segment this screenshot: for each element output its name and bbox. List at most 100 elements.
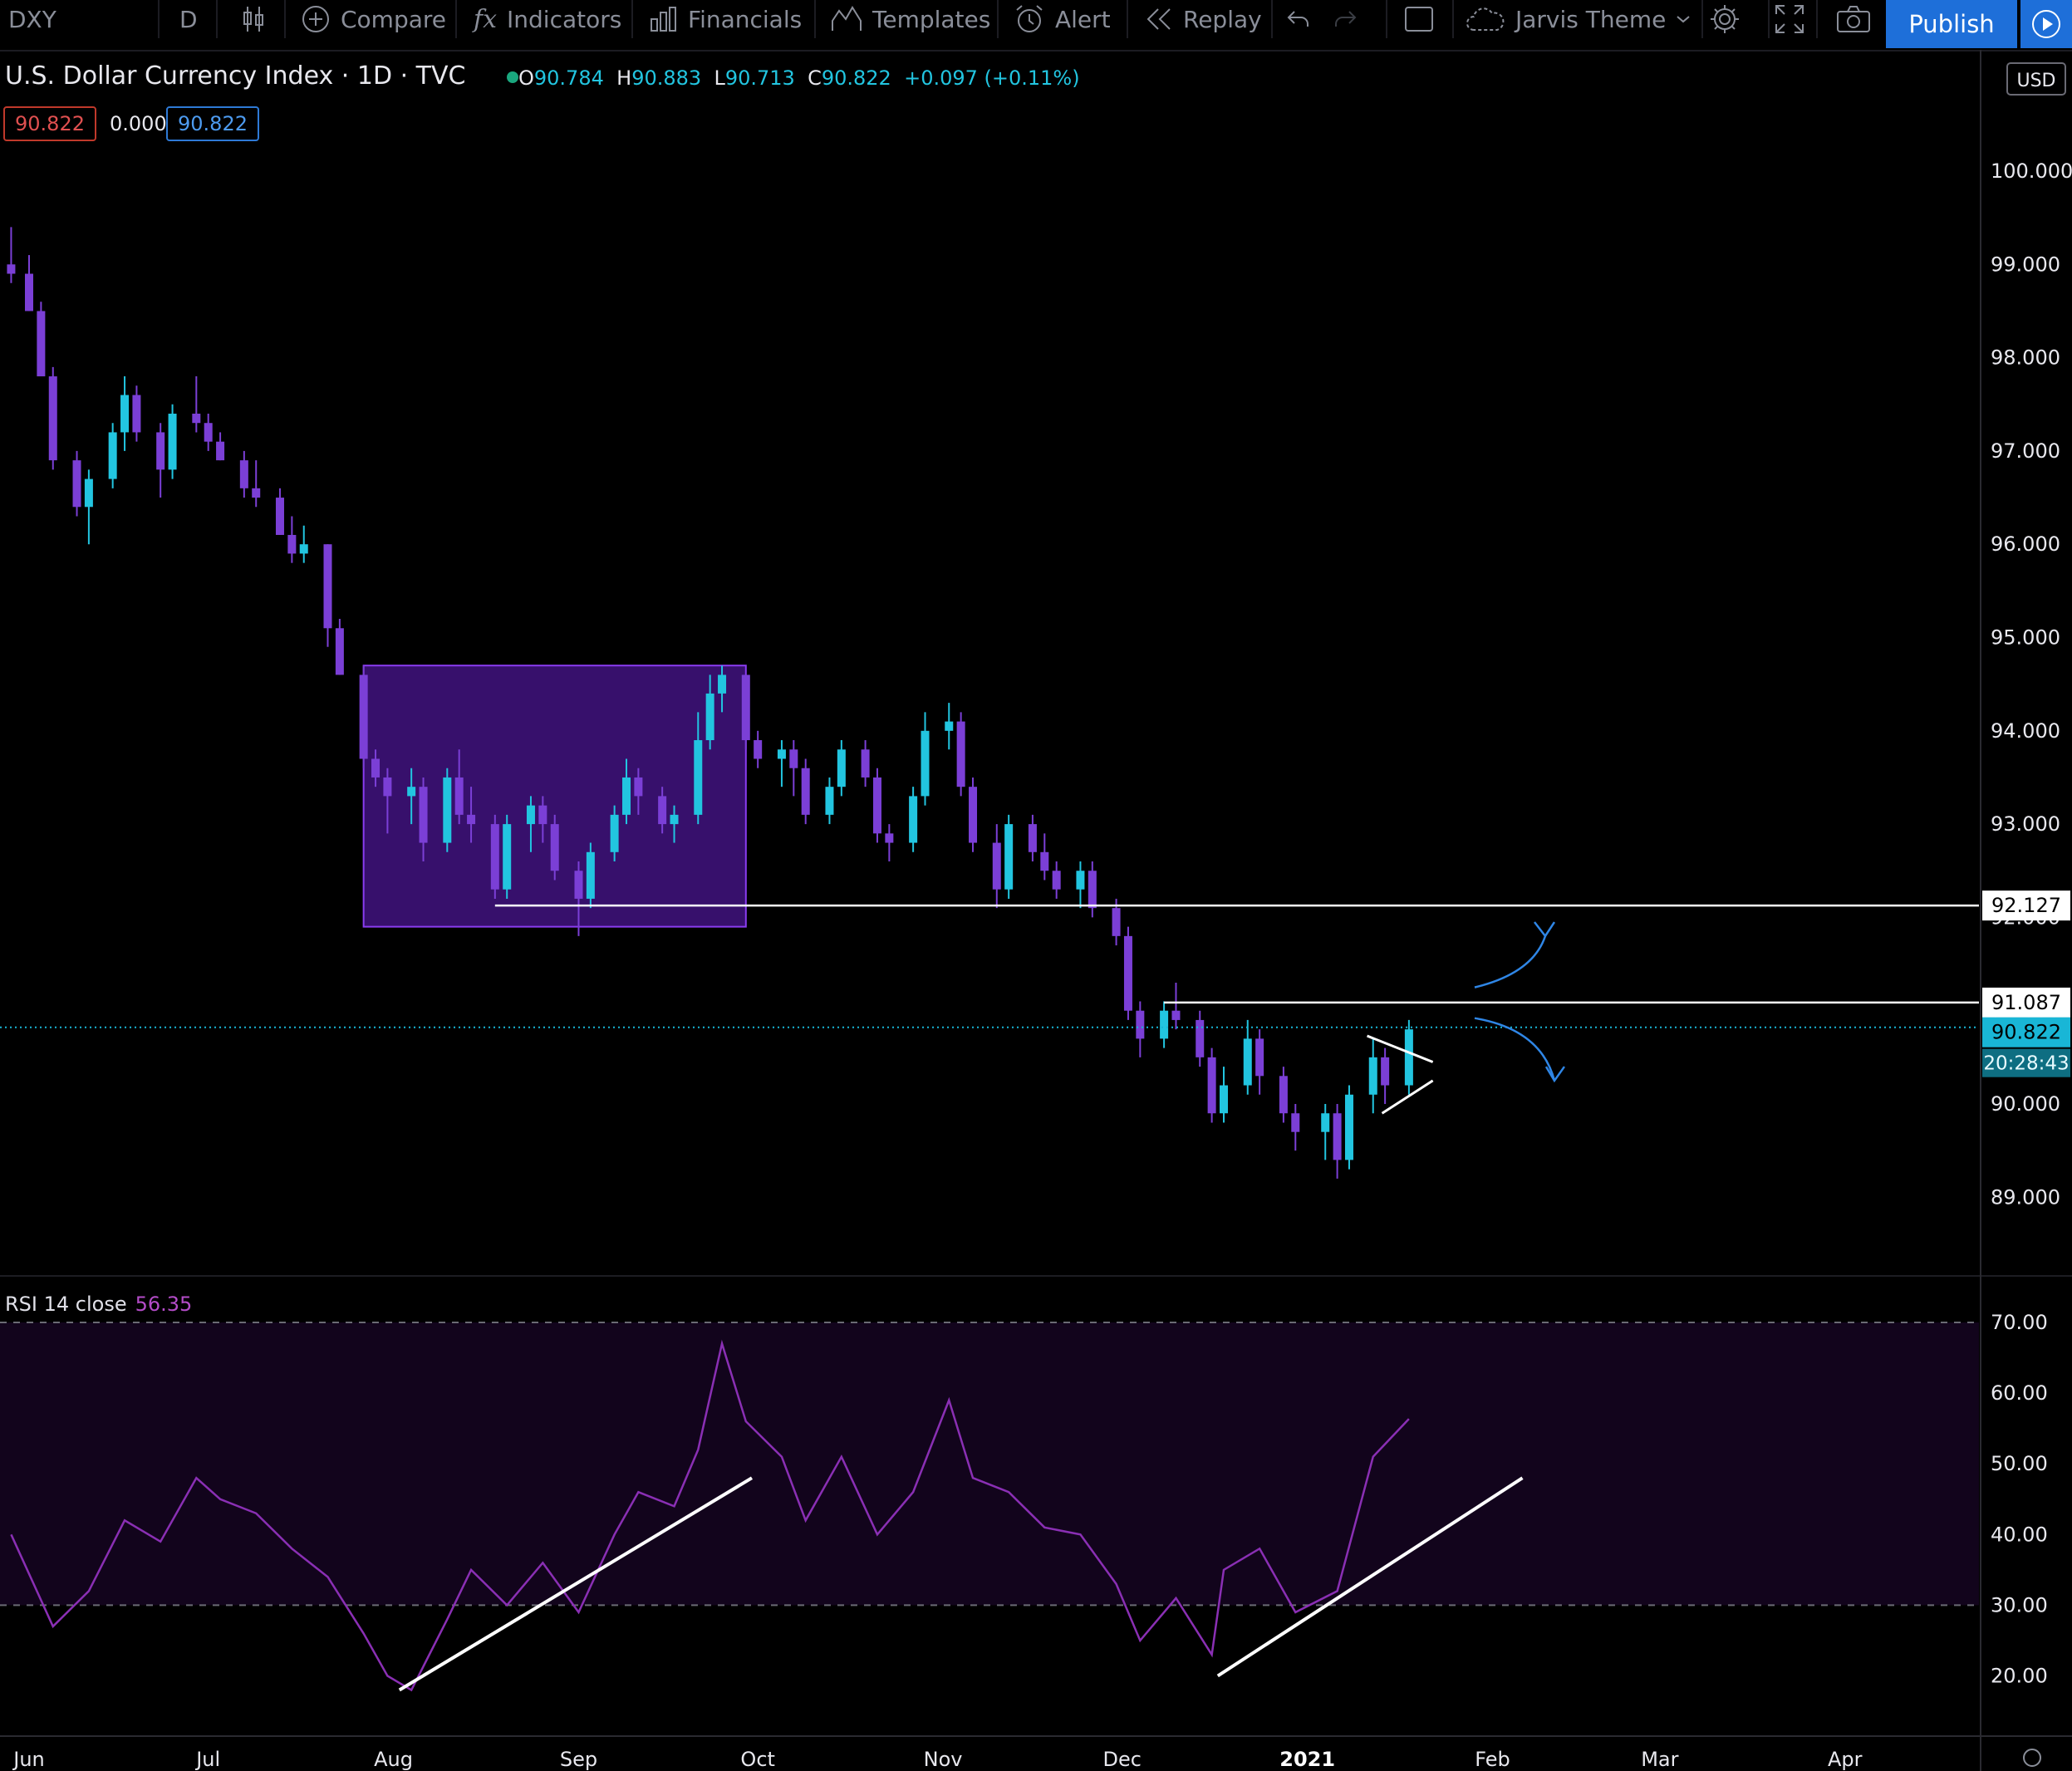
last-price-badge-bg (1982, 1017, 2070, 1047)
divider (631, 0, 633, 38)
symbol-search[interactable]: DXY (8, 0, 56, 38)
candle-body (216, 441, 225, 461)
symbol-title: U.S. Dollar Currency Index · 1D · TVC (5, 61, 466, 91)
time-tick-label: Sep (560, 1748, 597, 1771)
candle-body (1321, 1113, 1330, 1132)
play-button[interactable] (2020, 0, 2072, 48)
divider (1127, 0, 1128, 38)
gear-icon (1711, 5, 1739, 33)
candle-body (252, 488, 261, 498)
templates-button[interactable]: Templates (831, 0, 990, 38)
candle-body (658, 796, 667, 825)
candle-body (694, 740, 703, 815)
redo-button[interactable] (1333, 0, 1358, 38)
candle-body (156, 432, 165, 470)
time-tick-label: Apr (1828, 1748, 1863, 1771)
candle-body (956, 721, 965, 787)
candle-body (789, 749, 798, 768)
layout-button[interactable] (1404, 0, 1434, 38)
rewind-icon (1146, 8, 1171, 30)
level-low-badge-bg (1982, 987, 2070, 1018)
chart-canvas[interactable]: 100.000 99.000 98.000 97.000 96.000 95.000 94.… (0, 50, 2072, 1771)
buy-price-chip[interactable]: 90.822 (166, 106, 259, 141)
snapshot-button[interactable] (1836, 0, 1871, 38)
bar-chart-icon (651, 7, 676, 32)
settings-button[interactable] (1708, 0, 1741, 38)
fullscreen-button[interactable] (1775, 0, 1804, 38)
time-tick-label: Jun (12, 1748, 45, 1771)
replay-button[interactable]: Replay (1145, 0, 1262, 38)
candle-body (801, 768, 810, 815)
candle-body (275, 498, 284, 535)
candle-body (622, 777, 631, 815)
market-status-dot (507, 71, 519, 83)
candle-body (1207, 1057, 1216, 1114)
last-price-badge: 90.822 (1991, 1021, 2061, 1044)
rsi-label: RSI 14 close (5, 1293, 127, 1316)
candle-body (550, 824, 559, 871)
alarm-clock-icon (1016, 5, 1043, 32)
financials-button[interactable]: Financials (650, 0, 802, 38)
high-value: 90.883 (631, 66, 702, 90)
candle-body (1279, 1076, 1288, 1114)
candle-body (108, 432, 117, 479)
candle-body (120, 395, 130, 433)
candle-body (299, 544, 308, 554)
interval-button[interactable]: D (179, 0, 198, 38)
templates-icon (832, 6, 862, 31)
candle-body (407, 787, 416, 797)
candles-layer (7, 227, 1413, 1179)
price-tick-label: 99.000 (1991, 253, 2060, 276)
divider (216, 0, 218, 38)
divider (814, 0, 816, 38)
compare-button[interactable]: Compare (301, 0, 446, 38)
rsi-tick-label: 30.00 (1991, 1593, 2048, 1616)
candle-body (335, 628, 344, 675)
alert-button[interactable]: Alert (1014, 0, 1111, 38)
indicators-button[interactable]: 𝑓x Indicators (474, 0, 621, 38)
candle-body (359, 675, 368, 759)
candle-body (37, 311, 46, 377)
candle-body (1123, 935, 1132, 1011)
price-tick-label: 96.000 (1991, 532, 2060, 556)
rsi-tick-label: 40.00 (1991, 1523, 2048, 1546)
candle-body (503, 824, 512, 890)
camera-icon (1837, 6, 1870, 32)
candle-body (1112, 908, 1121, 936)
redo-icon (1335, 11, 1357, 27)
candle-body (538, 805, 547, 825)
countdown-label: 20:28:43 (1983, 1053, 2069, 1075)
publish-button[interactable]: Publish (1886, 0, 2017, 48)
theme-menu[interactable]: Jarvis Theme (1466, 0, 1691, 38)
spread-value: 0.000 (110, 112, 167, 135)
price-tick-label: 94.000 (1991, 719, 2060, 743)
time-tick-label: Nov (924, 1748, 963, 1771)
undo-button[interactable] (1286, 0, 1311, 38)
candle-body (443, 777, 452, 843)
candle-body (1052, 871, 1061, 890)
sell-price-chip[interactable]: 90.822 (3, 106, 96, 141)
square-icon (1405, 7, 1433, 32)
candle-body (132, 395, 141, 433)
divider (1452, 0, 1454, 38)
candle-body (239, 460, 248, 488)
candle-body (777, 749, 786, 759)
candle-body (1255, 1038, 1264, 1077)
candle-body (454, 777, 464, 815)
chart-legend[interactable]: U.S. Dollar Currency Index · 1D · TVC (5, 61, 519, 91)
candle-body (754, 740, 763, 759)
rsi-legend[interactable]: RSI 14 close 56.35 (5, 1293, 192, 1316)
axes-layer: 100.000 99.000 98.000 97.000 96.000 95.000 94.… (0, 50, 2072, 1771)
candle-body (84, 478, 93, 508)
currency-label: USD (2016, 71, 2055, 91)
close-value: 90.822 (821, 66, 891, 90)
time-tick-label: Oct (740, 1748, 775, 1771)
chart-type-button[interactable] (241, 0, 266, 38)
fullscreen-icon (1775, 5, 1804, 33)
price-tick-label: 98.000 (1991, 346, 2060, 370)
candle-body (1291, 1113, 1300, 1132)
candle-body (490, 824, 499, 890)
financials-label: Financials (688, 5, 803, 33)
candle-body (48, 376, 57, 461)
level-high-badge-bg (1982, 890, 2070, 921)
